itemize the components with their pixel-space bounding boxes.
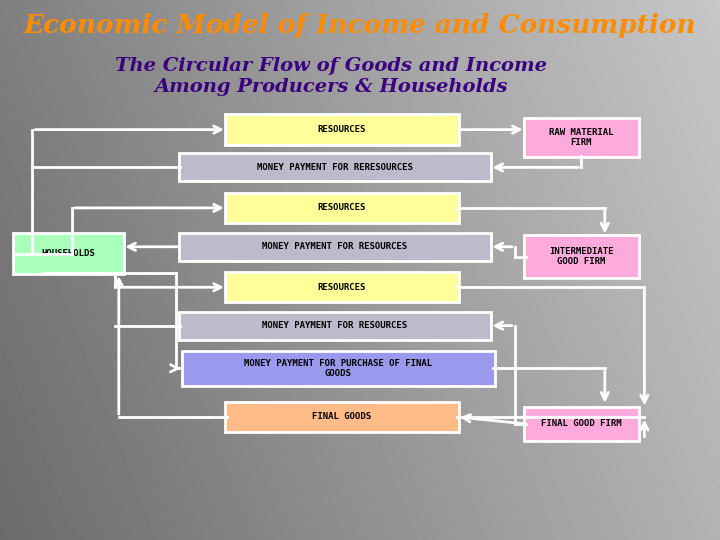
Text: RESOURCES: RESOURCES — [318, 125, 366, 134]
Text: MONEY PAYMENT FOR PURCHASE OF FINAL
GOODS: MONEY PAYMENT FOR PURCHASE OF FINAL GOOD… — [244, 359, 433, 378]
Text: INTERMEDIATE
GOOD FIRM: INTERMEDIATE GOOD FIRM — [549, 247, 613, 266]
Text: The Circular Flow of Goods and Income
Among Producers & Households: The Circular Flow of Goods and Income Am… — [115, 57, 547, 96]
FancyBboxPatch shape — [182, 351, 495, 386]
FancyBboxPatch shape — [225, 193, 459, 223]
Text: HOUSEHOLDS: HOUSEHOLDS — [42, 249, 95, 258]
FancyBboxPatch shape — [225, 114, 459, 145]
FancyBboxPatch shape — [13, 233, 124, 274]
FancyBboxPatch shape — [179, 153, 491, 181]
Text: RESOURCES: RESOURCES — [318, 204, 366, 212]
FancyBboxPatch shape — [225, 272, 459, 302]
FancyBboxPatch shape — [179, 233, 491, 261]
Text: FINAL GOODS: FINAL GOODS — [312, 413, 372, 421]
FancyBboxPatch shape — [225, 402, 459, 432]
FancyBboxPatch shape — [524, 235, 639, 278]
Text: FINAL GOOD FIRM: FINAL GOOD FIRM — [541, 420, 621, 428]
Text: MONEY PAYMENT FOR RESOURCES: MONEY PAYMENT FOR RESOURCES — [262, 321, 408, 330]
Text: RAW MATERIAL
FIRM: RAW MATERIAL FIRM — [549, 128, 613, 147]
Text: Economic Model of Income and Consumption: Economic Model of Income and Consumption — [24, 14, 696, 38]
FancyBboxPatch shape — [524, 407, 639, 441]
Text: MONEY PAYMENT FOR RESOURCES: MONEY PAYMENT FOR RESOURCES — [262, 242, 408, 251]
Text: RESOURCES: RESOURCES — [318, 283, 366, 292]
FancyBboxPatch shape — [524, 118, 639, 157]
FancyBboxPatch shape — [179, 312, 491, 340]
Text: MONEY PAYMENT FOR RERESOURCES: MONEY PAYMENT FOR RERESOURCES — [257, 163, 413, 172]
